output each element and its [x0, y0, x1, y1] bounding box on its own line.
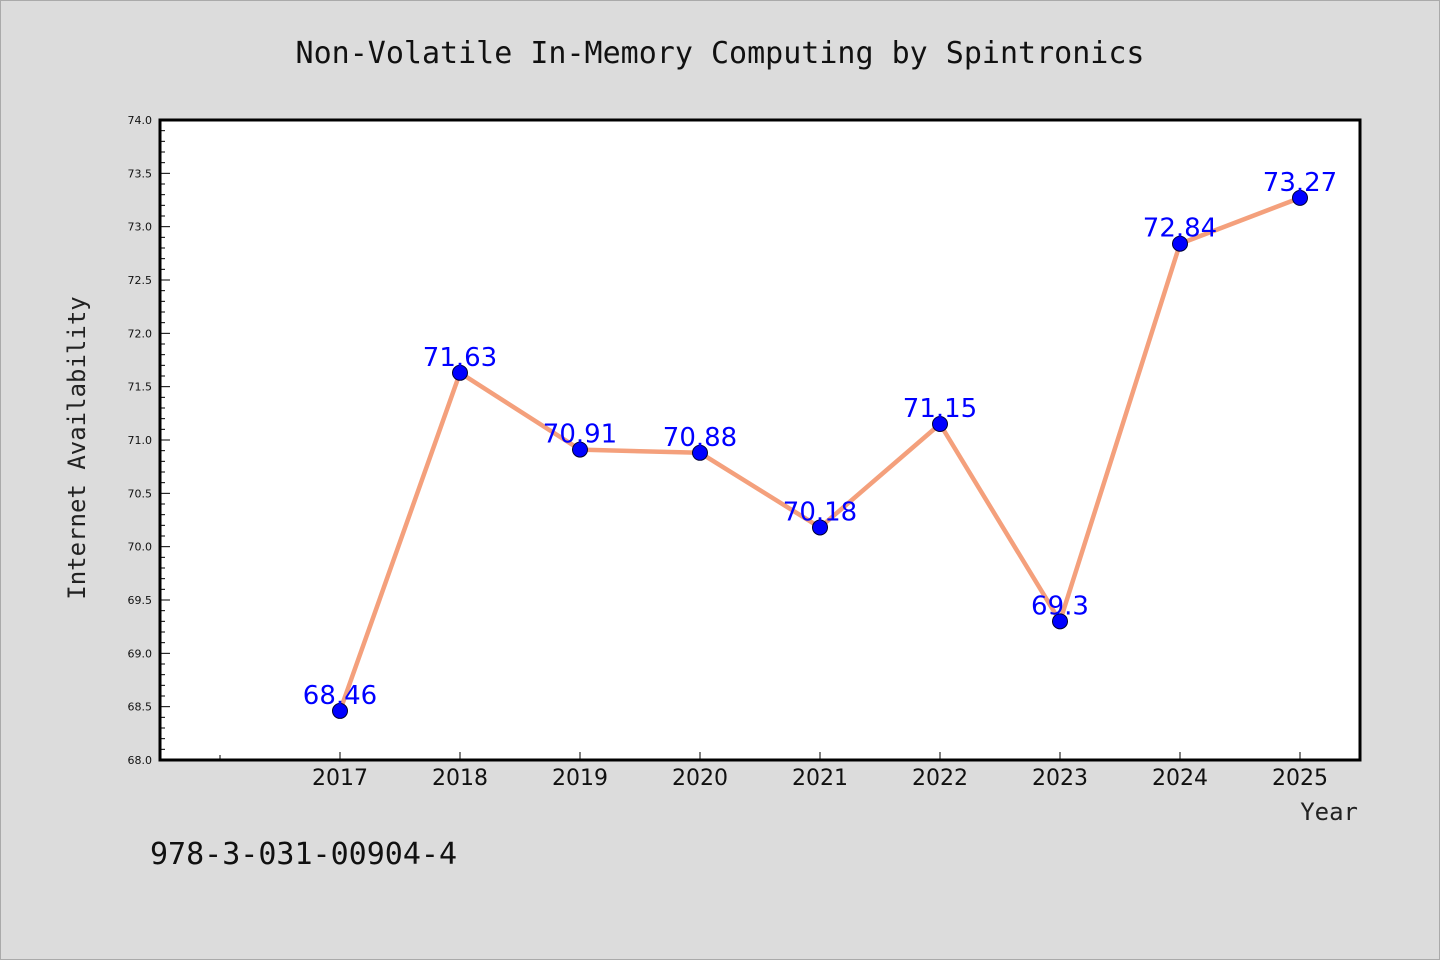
data-label: 71.15 — [903, 394, 977, 424]
data-point — [332, 702, 348, 719]
data-point — [692, 444, 708, 461]
data-label: 70.18 — [783, 497, 857, 527]
x-tick-label: 2024 — [1152, 766, 1208, 791]
x-axis-title: Year — [1300, 798, 1358, 826]
x-tick-label: 2023 — [1032, 766, 1088, 791]
x-tick-label: 2021 — [792, 766, 848, 791]
y-tick-label: 68.0 — [128, 754, 153, 767]
data-label: 70.91 — [543, 420, 617, 450]
data-label: 69.3 — [1031, 591, 1089, 621]
isbn-text: 978-3-031-00904-4 — [150, 837, 457, 872]
data-markers — [332, 189, 1308, 719]
y-tick-label: 72.0 — [128, 327, 153, 340]
data-point — [1172, 235, 1188, 252]
x-tick-label: 2025 — [1272, 766, 1328, 791]
y-tick-label: 71.5 — [128, 381, 153, 394]
y-tick-label: 69.0 — [128, 647, 153, 660]
x-tick-label: 2019 — [552, 766, 608, 791]
data-point — [812, 519, 828, 536]
y-tick-label: 70.5 — [128, 487, 153, 500]
x-tick-label: 2018 — [432, 766, 488, 791]
data-label: 73.27 — [1263, 168, 1337, 198]
chart-title: Non-Volatile In-Memory Computing by Spin… — [296, 36, 1145, 71]
data-point — [932, 416, 948, 432]
x-axis: 2017 2018 2019 2020 2021 2022 2023 2024 2025 — [219, 752, 1328, 791]
y-tick-label: 73.5 — [128, 167, 153, 180]
y-tick-label: 74.0 — [128, 114, 153, 127]
data-label: 71.63 — [423, 343, 497, 373]
x-tick-label: 2017 — [312, 766, 368, 791]
data-point — [1052, 613, 1068, 630]
y-tick-label: 69.5 — [128, 594, 153, 607]
y-tick-label: 73.0 — [128, 221, 153, 234]
y-tick-label: 68.5 — [128, 701, 153, 714]
data-label: 72.84 — [1143, 214, 1217, 244]
y-tick-label: 70.0 — [128, 541, 153, 554]
data-point — [452, 364, 468, 381]
y-tick-label: 71.0 — [128, 434, 153, 447]
data-point — [572, 441, 588, 458]
y-tick-label: 72.5 — [128, 274, 153, 287]
y-axis: 68.0 68.5 69.0 69.5 70.0 70.5 71.0 71.5 72.0 72.5… — [128, 114, 170, 767]
data-label: 68.46 — [303, 681, 377, 711]
data-point — [1292, 189, 1308, 206]
data-labels: 68.46 71.63 70.91 70.88 70.18 71.15 69.3 72.84 7… — [303, 168, 1337, 711]
y-axis-title: Internet Availability — [63, 296, 91, 599]
x-tick-label: 2022 — [912, 766, 968, 791]
x-tick-label: 2020 — [672, 766, 728, 791]
data-label: 70.88 — [663, 423, 737, 453]
